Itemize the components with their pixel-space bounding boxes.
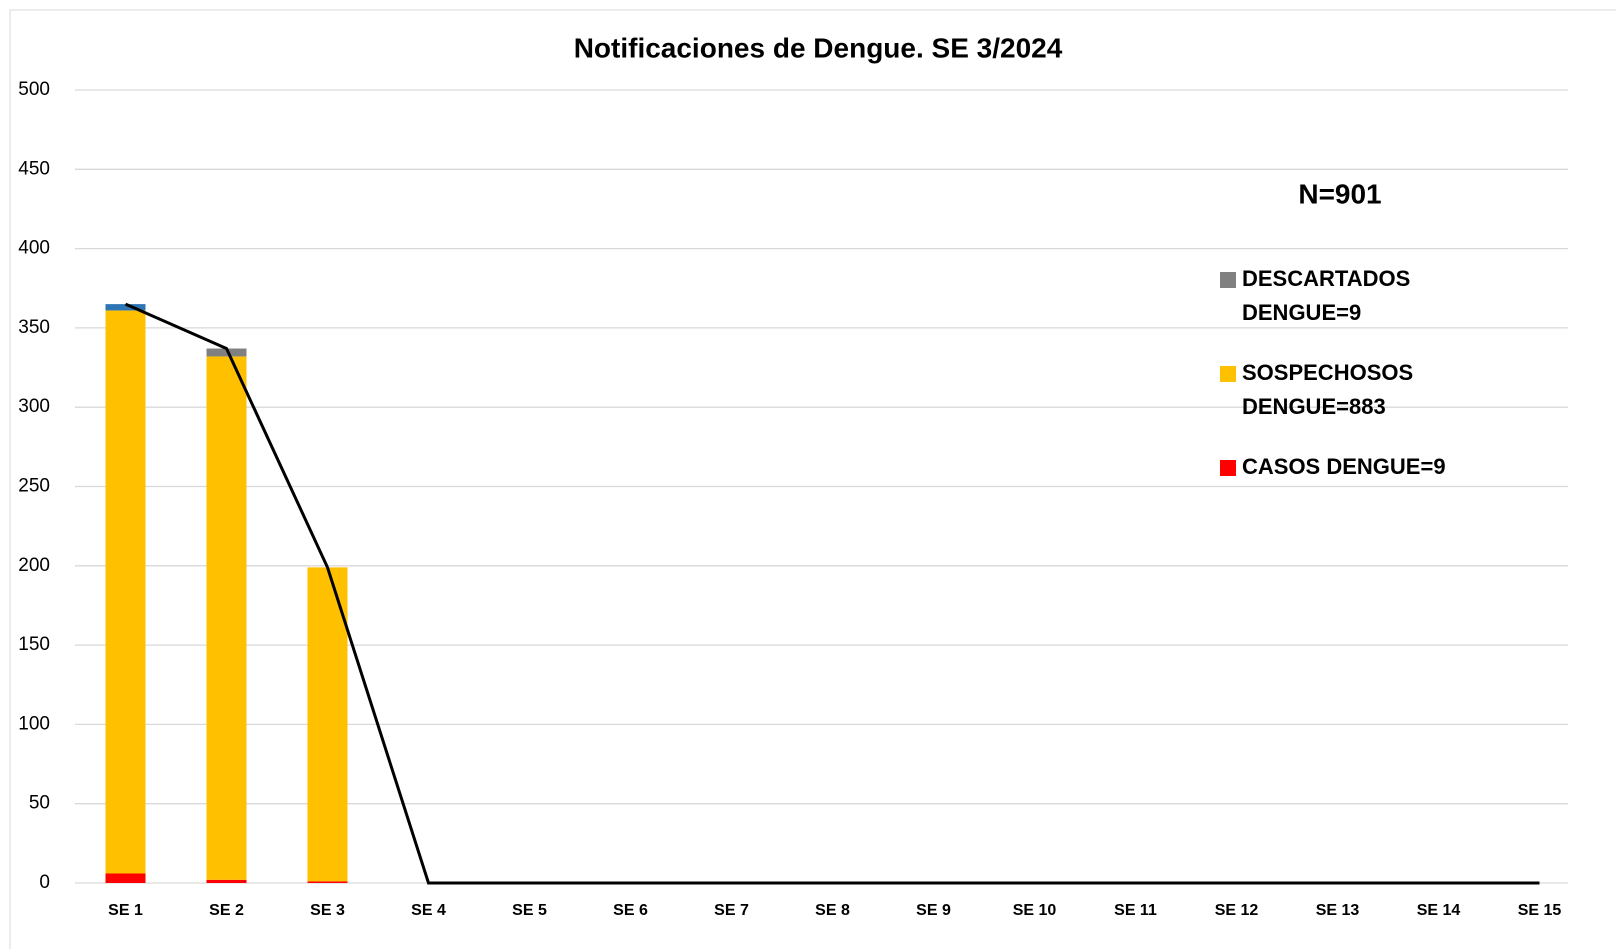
- legend-label: SOSPECHOSOS DENGUE=883: [1242, 360, 1414, 419]
- bar-segment: [206, 879, 247, 883]
- y-tick-label: 200: [18, 555, 50, 576]
- bar-segment: [206, 348, 247, 357]
- bar-segment: [307, 881, 348, 883]
- legend-label: DESCARTADOS DENGUE=9: [1242, 266, 1411, 325]
- x-tick-label: SE 11: [1114, 902, 1157, 919]
- x-tick-label: SE 2: [209, 902, 244, 919]
- bar-segment: [307, 567, 348, 882]
- x-tick-label: SE 1: [108, 902, 143, 919]
- annotation: N=901: [1298, 178, 1381, 209]
- y-tick-label: 250: [18, 476, 50, 497]
- y-tick-label: 50: [29, 793, 50, 814]
- bar-segment: [206, 356, 247, 880]
- x-tick-label: SE 12: [1215, 902, 1259, 919]
- y-tick-label: 500: [18, 79, 50, 100]
- legend-swatch: [1220, 366, 1236, 382]
- legend-swatch: [1220, 460, 1236, 476]
- x-tick-label: SE 6: [613, 902, 648, 919]
- bar-segment: [105, 304, 146, 311]
- y-tick-label: 100: [18, 713, 50, 734]
- bar-segment: [105, 873, 146, 883]
- legend-label: CASOS DENGUE=9: [1242, 454, 1446, 479]
- x-tick-label: SE 8: [815, 902, 850, 919]
- x-tick-label: SE 3: [310, 902, 345, 919]
- x-tick-label: SE 9: [916, 902, 951, 919]
- x-tick-label: SE 7: [714, 902, 749, 919]
- y-tick-label: 400: [18, 238, 50, 259]
- legend-entry: CASOS DENGUE=9: [1220, 450, 1460, 484]
- x-tick-label: SE 4: [411, 902, 446, 919]
- y-tick-label: 0: [39, 872, 50, 893]
- x-tick-label: SE 10: [1013, 902, 1057, 919]
- x-tick-label: SE 14: [1417, 902, 1461, 919]
- y-tick-label: 300: [18, 396, 50, 417]
- bar-segment: [105, 310, 146, 874]
- x-tick-label: SE 13: [1316, 902, 1360, 919]
- total-line: [124, 302, 1540, 885]
- chart-frame: [9, 9, 1616, 949]
- y-tick-label: 450: [18, 158, 50, 179]
- x-tick-label: SE 5: [512, 902, 547, 919]
- legend-entry: DESCARTADOS DENGUE=9: [1220, 262, 1460, 330]
- legend-swatch: [1220, 272, 1236, 288]
- y-tick-label: 150: [18, 634, 50, 655]
- x-tick-label: SE 15: [1518, 902, 1562, 919]
- chart-title: Notificaciones de Dengue. SE 3/2024: [574, 32, 1063, 63]
- y-tick-label: 350: [18, 317, 50, 338]
- legend-entry: SOSPECHOSOS DENGUE=883: [1220, 356, 1460, 424]
